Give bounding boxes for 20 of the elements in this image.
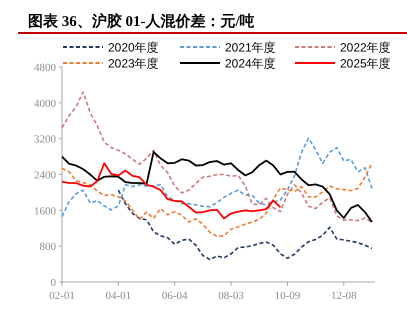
x-tick-label: 02-01 — [49, 290, 75, 302]
y-tick-label: 800 — [40, 241, 56, 254]
legend-label: 2020年度 — [108, 40, 159, 54]
y-tick-label: 4000 — [34, 98, 56, 110]
x-tick-label: 12-08 — [330, 290, 358, 302]
chart-title: 图表 36、沪胶 01-人混价差：元/吨 — [28, 12, 255, 30]
x-tick-label: 10-09 — [274, 290, 301, 302]
x-tick-label: 08-03 — [218, 290, 244, 302]
x-tick-label: 06-04 — [162, 290, 188, 302]
legend-label: 2021年度 — [225, 40, 276, 54]
legend-label: 2025年度 — [340, 56, 391, 70]
y-tick-label: 1600 — [34, 205, 56, 218]
legend-label: 2024年度 — [225, 56, 276, 70]
y-tick-label: 3200 — [34, 134, 56, 146]
legend-label: 2023年度 — [108, 56, 159, 70]
y-tick-label: 2400 — [34, 170, 56, 182]
x-tick-label: 04-01 — [106, 290, 132, 302]
y-tick-label: 4800 — [34, 62, 56, 74]
y-tick-label: 0 — [50, 277, 56, 289]
legend-label: 2022年度 — [340, 40, 391, 54]
